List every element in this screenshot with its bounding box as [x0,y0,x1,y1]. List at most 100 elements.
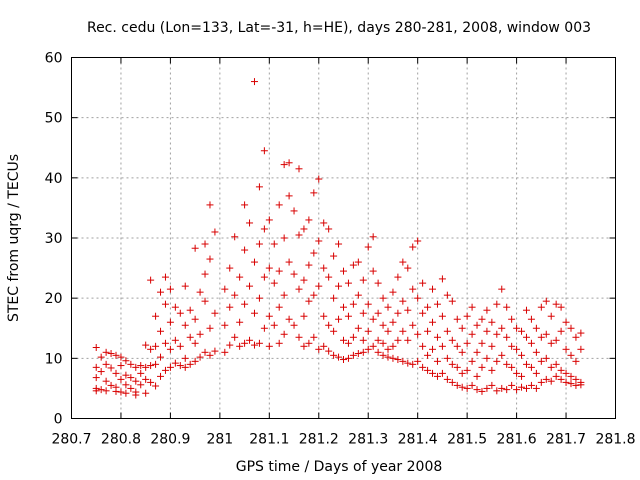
data-point [206,324,214,332]
data-point [433,372,441,380]
data-point [429,285,437,293]
data-point [250,341,258,349]
data-point [473,321,481,329]
data-point [250,78,258,86]
data-point [349,261,357,269]
data-point [478,387,486,395]
data-point [389,318,397,326]
data-point [325,225,333,233]
data-point [295,285,303,293]
data-point [176,309,184,317]
data-point [522,384,530,392]
data-point [157,327,165,335]
data-point [137,362,145,370]
y-tick-label: 40 [45,171,63,187]
data-point [532,348,540,356]
data-point [152,382,160,390]
data-point [409,243,417,251]
data-point [518,351,526,359]
x-tick-label: 281.5 [447,432,487,448]
data-point [191,339,199,347]
data-point [340,267,347,275]
data-point [171,359,179,367]
data-point [409,285,417,293]
data-point [320,264,328,272]
data-point [127,384,135,392]
data-point [315,175,323,183]
data-point [127,360,135,368]
data-point [572,375,580,383]
data-point [438,312,446,320]
data-point [493,387,501,395]
data-point [275,303,283,311]
data-point [349,351,357,359]
data-point [92,374,100,382]
data-point [463,384,471,392]
data-point [107,350,115,358]
data-point [231,333,239,341]
data-point [122,371,130,379]
data-point [369,342,377,350]
data-point [513,345,521,353]
data-point [503,303,511,311]
data-point [508,363,516,371]
data-point [211,228,219,236]
x-tick-label: 281.7 [546,432,586,448]
data-point [275,267,283,275]
data-point [448,336,456,344]
data-point [241,339,249,347]
data-point [300,342,308,350]
data-point [394,309,402,317]
data-point [152,342,160,350]
data-point [532,369,540,377]
data-point [112,351,120,359]
data-point [577,381,585,389]
data-point [468,381,476,389]
data-point [419,342,427,350]
data-point [265,216,273,224]
data-point [176,342,184,350]
x-tick-label: 280.9 [150,432,190,448]
data-point [438,342,446,350]
data-point [473,386,481,394]
data-point [409,360,417,368]
data-point [255,240,263,248]
data-point [354,291,362,299]
data-point [443,375,451,383]
data-point [547,363,555,371]
data-point [191,357,199,365]
data-point [562,378,570,386]
data-point [147,378,155,386]
data-point [389,354,397,362]
data-point [201,297,209,305]
data-point [414,294,422,302]
data-point [315,237,323,245]
data-point [201,348,209,356]
data-point [236,342,244,350]
data-point [142,341,150,349]
data-point [429,369,437,377]
data-point [335,315,343,323]
data-point [221,285,229,293]
data-point [117,362,125,370]
data-point [315,282,323,290]
data-point [557,303,565,311]
data-point [483,384,491,392]
data-point [310,249,318,257]
data-point [463,339,471,347]
data-point [320,219,328,227]
data-point [186,360,194,368]
data-point [369,233,377,241]
data-point [122,381,130,389]
data-point [310,189,318,197]
data-point [186,306,194,314]
x-tick-label: 281.6 [497,432,537,448]
data-point [453,363,461,371]
data-point [404,264,412,272]
data-point [260,147,268,155]
data-point [508,342,516,350]
data-point [285,159,293,167]
data-point [552,360,560,368]
data-point [186,333,194,341]
